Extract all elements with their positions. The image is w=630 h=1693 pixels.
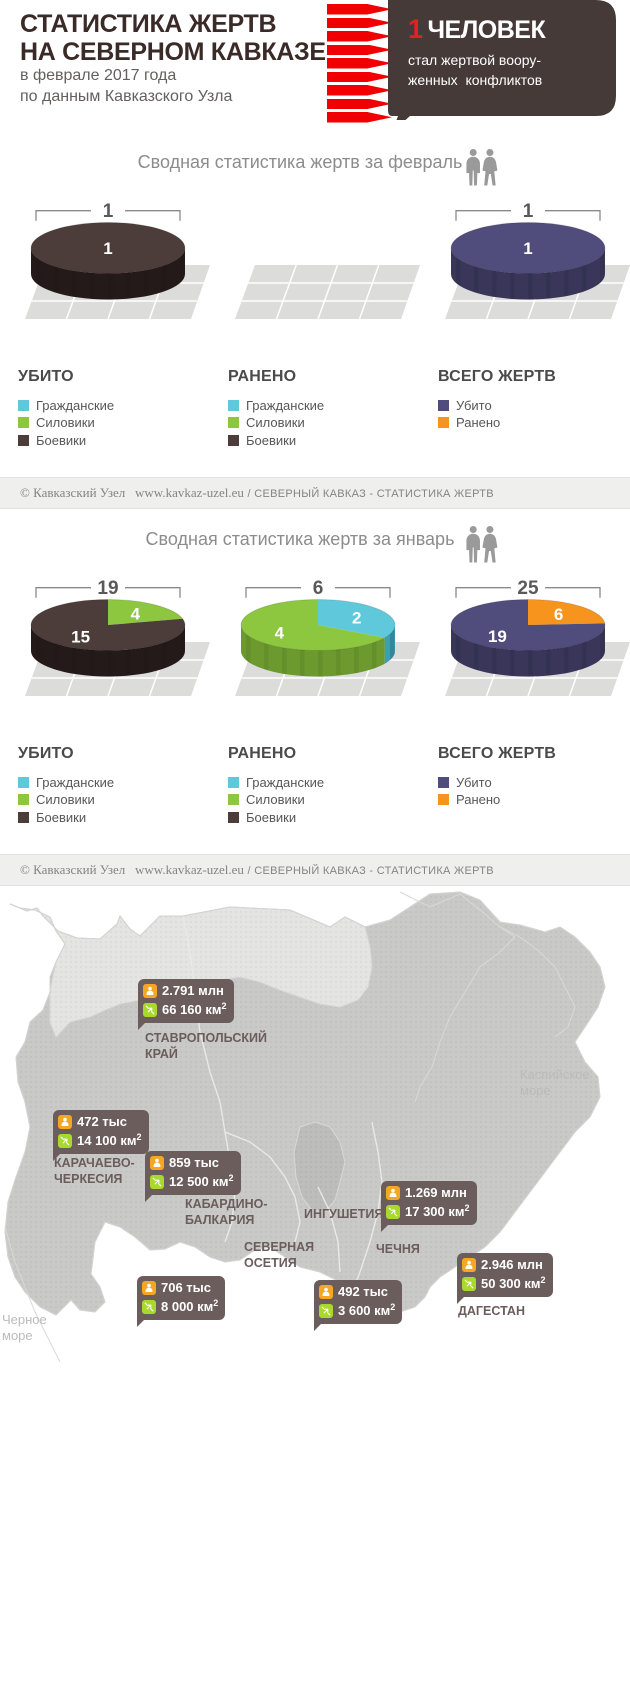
svg-text:1: 1 bbox=[103, 239, 112, 258]
svg-text:2: 2 bbox=[352, 609, 361, 628]
svg-text:4: 4 bbox=[131, 604, 141, 623]
svg-text:1: 1 bbox=[523, 239, 532, 258]
svg-text:4: 4 bbox=[275, 623, 285, 642]
svg-text:1: 1 bbox=[103, 201, 114, 222]
svg-text:25: 25 bbox=[517, 578, 539, 599]
svg-text:6: 6 bbox=[313, 578, 324, 599]
svg-text:6: 6 bbox=[554, 605, 563, 624]
svg-text:19: 19 bbox=[488, 627, 507, 646]
svg-text:15: 15 bbox=[71, 628, 90, 647]
svg-text:19: 19 bbox=[97, 578, 118, 599]
svg-text:1: 1 bbox=[523, 201, 534, 222]
